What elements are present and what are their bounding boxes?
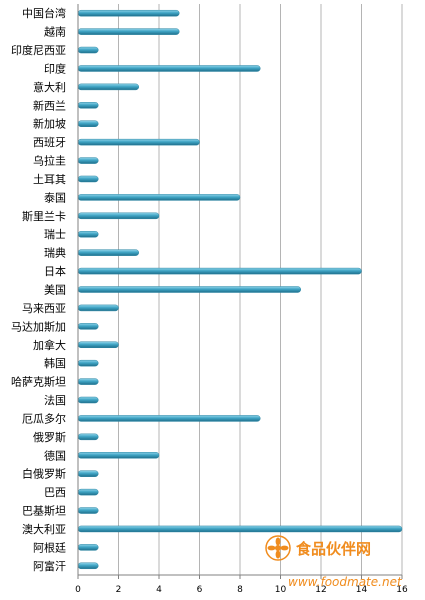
bar-24 <box>77 452 160 459</box>
category-label: 德国 <box>44 448 66 462</box>
category-label: 西班牙 <box>33 136 66 149</box>
bar-14 <box>77 267 362 275</box>
bar-27 <box>77 507 99 514</box>
bar-21 <box>77 396 99 404</box>
bar-30 <box>77 562 99 570</box>
category-label: 日本 <box>44 264 66 278</box>
bar-26 <box>77 488 99 496</box>
bar-1 <box>77 28 180 35</box>
bar-29 <box>77 544 99 551</box>
bar-7 <box>77 138 200 146</box>
bar-10 <box>77 194 241 201</box>
bar-17 <box>77 323 99 330</box>
category-label: 新加坡 <box>33 117 66 131</box>
x-tick-label: 8 <box>237 585 243 595</box>
category-label: 瑞士 <box>44 227 66 241</box>
x-tick-label: 10 <box>275 585 287 595</box>
bar-19 <box>77 359 99 367</box>
x-tick-label: 6 <box>197 585 203 595</box>
category-label: 哈萨克斯坦 <box>11 375 66 389</box>
bar-6 <box>77 120 99 127</box>
bar-8 <box>77 157 99 164</box>
bar-11 <box>77 212 160 220</box>
bar-9 <box>77 175 99 183</box>
category-label: 巴西 <box>44 486 66 499</box>
category-label: 意大利 <box>33 80 66 94</box>
bar-18 <box>77 341 119 349</box>
category-label: 泰国 <box>44 190 66 204</box>
category-label: 阿根廷 <box>33 540 66 554</box>
category-label: 马达加斯加 <box>11 320 66 333</box>
x-tick-label: 14 <box>356 585 368 595</box>
flower-logo-icon <box>265 535 291 561</box>
x-tick-label: 12 <box>315 585 326 595</box>
bar-4 <box>77 83 139 91</box>
bar-12 <box>77 230 99 238</box>
category-label: 韩国 <box>44 356 66 370</box>
category-label: 厄瓜多尔 <box>22 411 66 425</box>
watermark-url: www.foodmate.net <box>288 575 403 589</box>
category-label: 加拿大 <box>33 338 66 352</box>
bar-16 <box>77 304 119 312</box>
category-label: 法国 <box>44 393 66 407</box>
category-label: 印度尼西亚 <box>11 43 66 57</box>
bar-28 <box>77 525 403 533</box>
category-label: 美国 <box>44 284 66 297</box>
bar-22 <box>77 415 261 422</box>
bar-23 <box>77 433 99 441</box>
bar-5 <box>77 102 99 109</box>
category-label: 澳大利亚 <box>22 522 66 536</box>
bars <box>77 9 403 570</box>
category-labels: 中国台湾越南印度尼西亚印度意大利新西兰新加坡西班牙乌拉圭土耳其泰国斯里兰卡瑞士瑞… <box>11 6 66 573</box>
category-label: 马来西亚 <box>22 302 66 315</box>
category-label: 俄罗斯 <box>33 431 66 444</box>
bar-2 <box>77 46 99 54</box>
x-tick-label: 0 <box>75 585 81 595</box>
category-label: 瑞典 <box>44 246 66 260</box>
bar-13 <box>77 249 139 256</box>
category-label: 斯里兰卡 <box>22 210 66 223</box>
watermark: 食品伙伴网 www.foodmate.net <box>265 535 403 589</box>
bar-0 <box>77 9 180 17</box>
bar-15 <box>77 286 301 293</box>
category-label: 乌拉圭 <box>33 154 66 168</box>
x-axis-ticks: 0 2 4 6 8 10 12 14 16 <box>75 575 408 595</box>
x-tick-label: 4 <box>156 585 162 595</box>
category-label: 中国台湾 <box>22 6 66 20</box>
category-label: 土耳其 <box>33 173 66 186</box>
bar-20 <box>77 378 99 385</box>
category-label: 越南 <box>44 25 66 39</box>
category-label: 阿富汗 <box>33 559 66 573</box>
x-tick-label: 2 <box>116 585 122 595</box>
category-label: 新西兰 <box>33 98 66 112</box>
category-label: 巴基斯坦 <box>22 504 66 518</box>
category-label: 印度 <box>44 61 66 75</box>
bar-3 <box>77 65 261 72</box>
bar-25 <box>77 470 99 477</box>
x-tick-label: 16 <box>396 585 408 595</box>
category-label: 白俄罗斯 <box>22 467 66 481</box>
watermark-brand: 食品伙伴网 <box>296 540 371 558</box>
axes <box>77 4 402 576</box>
